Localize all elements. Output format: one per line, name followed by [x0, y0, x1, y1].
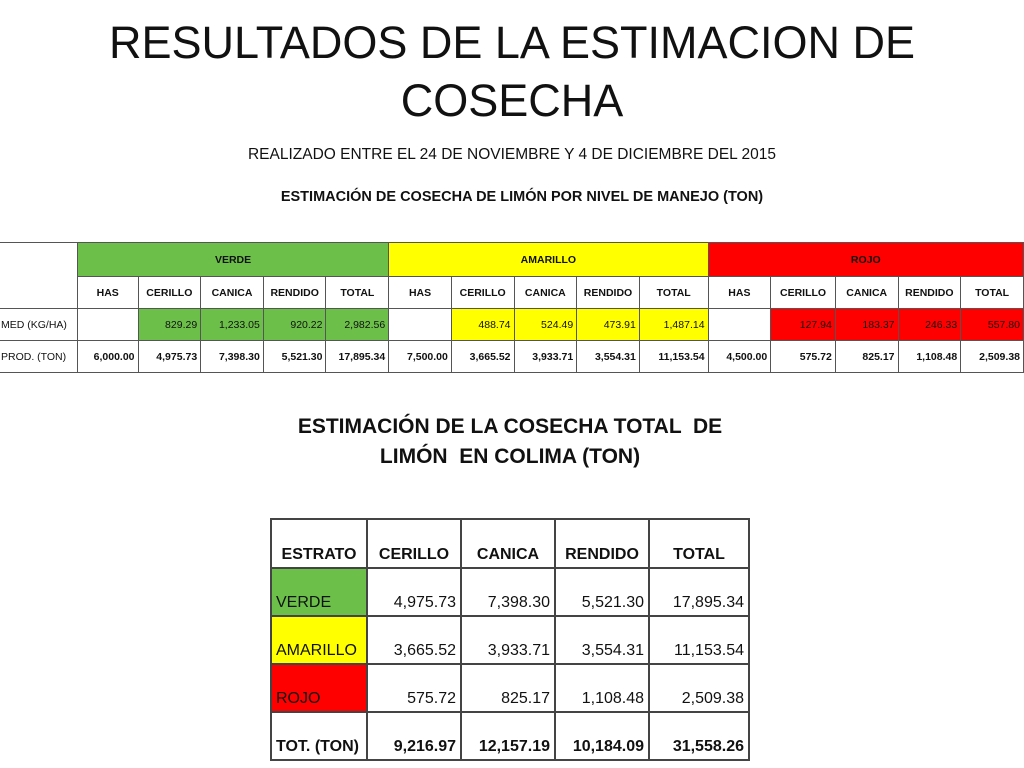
- subheader-cell: CANICA: [513, 276, 578, 309]
- table-cell: 3,665.52: [450, 340, 515, 373]
- table-cell: 7,398.30: [200, 340, 264, 373]
- subheader-cell: RENDIDO: [897, 276, 962, 309]
- table-cell: 183.37: [834, 308, 899, 341]
- table-cell: 488.74: [450, 308, 515, 341]
- table-cell: 473.91: [576, 308, 640, 341]
- subheader-cell: CERILLO: [137, 276, 202, 309]
- stratum-label: VERDE: [270, 567, 368, 617]
- table-cell: 4,975.73: [366, 567, 462, 617]
- table-cell: 5,521.30: [262, 340, 327, 373]
- table-row-amarillo: AMARILLO 3,665.52 3,933.71 3,554.31 11,1…: [270, 615, 750, 665]
- subheader-cell: TOTAL: [960, 276, 1024, 309]
- row-label: PROD. (TON): [0, 340, 78, 373]
- subheader-cell: HAS: [388, 276, 452, 309]
- table-cell: 829.29: [137, 308, 202, 341]
- group-amarillo: AMARILLO: [388, 242, 709, 277]
- column-header: ESTRATO: [270, 518, 368, 569]
- table-cell: 1,108.48: [554, 663, 650, 713]
- table1-caption: ESTIMACIÓN DE COSECHA DE LIMÓN POR NIVEL…: [280, 189, 764, 205]
- table-cell: 2,509.38: [648, 663, 750, 713]
- table-cell: 3,933.71: [460, 615, 556, 665]
- table-cell: 5,521.30: [554, 567, 650, 617]
- page-title: RESULTADOS DE LA ESTIMACION DE COSECHA: [108, 17, 915, 126]
- table-row-total: TOT. (TON) 9,216.97 12,157.19 10,184.09 …: [270, 711, 750, 761]
- group-header-row: VERDE AMARILLO ROJO: [0, 242, 1024, 309]
- table-cell: 557.80: [960, 308, 1024, 341]
- table-cell: [76, 308, 139, 341]
- subheader-cell: TOTAL: [638, 276, 709, 309]
- table-cell: 6,000.00: [76, 340, 139, 373]
- subheader-cell: CERILLO: [770, 276, 836, 309]
- column-header: TOTAL: [648, 518, 750, 569]
- table-row-verde: VERDE 4,975.73 7,398.30 5,521.30 17,895.…: [270, 567, 750, 617]
- subheader-cell: HAS: [707, 276, 772, 309]
- table-cell: 825.17: [834, 340, 899, 373]
- group-rojo: ROJO: [707, 242, 1024, 277]
- table-cell: 4,500.00: [707, 340, 772, 373]
- subheader-cell: TOTAL: [325, 276, 390, 309]
- table-cell: 31,558.26: [648, 711, 750, 761]
- subheader-row: HAS CERILLO CANICA RENDIDO TOTAL HAS CER…: [0, 276, 1024, 309]
- subheader-cell: RENDIDO: [576, 276, 640, 309]
- group-verde: VERDE: [76, 242, 390, 277]
- subheader-cell: CANICA: [200, 276, 264, 309]
- table-cell: 3,933.71: [513, 340, 578, 373]
- table-cell: 575.72: [366, 663, 462, 713]
- column-header: RENDIDO: [554, 518, 650, 569]
- table-cell: 127.94: [770, 308, 836, 341]
- table2-caption-line2: LIMÓN EN COLIMA (TON): [379, 445, 641, 468]
- table-cell: 825.17: [460, 663, 556, 713]
- column-header: CANICA: [460, 518, 556, 569]
- table-cell: 2,982.56: [325, 308, 390, 341]
- row-label: MED (KG/HA): [0, 308, 78, 341]
- stratum-label: ROJO: [270, 663, 368, 713]
- subheader-cell: CANICA: [834, 276, 899, 309]
- corner-cell: [0, 242, 78, 309]
- subheader-cell: RENDIDO: [262, 276, 327, 309]
- table-cell: 11,153.54: [648, 615, 750, 665]
- table-cell: 7,398.30: [460, 567, 556, 617]
- table-cell: 1,108.48: [897, 340, 962, 373]
- table-row-prod: PROD. (TON) 6,000.00 4,975.73 7,398.30 5…: [0, 340, 1024, 373]
- table-cell: 3,554.31: [576, 340, 640, 373]
- table-cell: 524.49: [513, 308, 578, 341]
- table-cell: 17,895.34: [325, 340, 390, 373]
- table-cell: 920.22: [262, 308, 327, 341]
- subheader-cell: HAS: [76, 276, 139, 309]
- table-cell: [707, 308, 772, 341]
- table2-caption-line1: ESTIMACIÓN DE LA COSECHA TOTAL DE: [297, 415, 723, 438]
- table-cell: 10,184.09: [554, 711, 650, 761]
- header-row: ESTRATO CERILLO CANICA RENDIDO TOTAL: [270, 518, 750, 569]
- harvest-by-management-table: VERDE AMARILLO ROJO HAS CERILLO CANICA R…: [0, 242, 1024, 373]
- column-header: CERILLO: [366, 518, 462, 569]
- table-row-med: MED (KG/HA) 829.29 1,233.05 920.22 2,982…: [0, 308, 1024, 341]
- table-cell: 246.33: [897, 308, 962, 341]
- table-cell: 2,509.38: [960, 340, 1024, 373]
- table-cell: 1,487.14: [638, 308, 709, 341]
- table-cell: 7,500.00: [388, 340, 452, 373]
- table-cell: 17,895.34: [648, 567, 750, 617]
- table-cell: 4,975.73: [137, 340, 202, 373]
- table-cell: 11,153.54: [638, 340, 709, 373]
- table-row-rojo: ROJO 575.72 825.17 1,108.48 2,509.38: [270, 663, 750, 713]
- table-cell: 3,554.31: [554, 615, 650, 665]
- subheader-cell: CERILLO: [450, 276, 515, 309]
- table-cell: 1,233.05: [200, 308, 264, 341]
- stratum-label: AMARILLO: [270, 615, 368, 665]
- table-cell: [388, 308, 452, 341]
- page-subtitle: REALIZADO ENTRE EL 24 DE NOVIEMBRE Y 4 D…: [247, 146, 777, 163]
- stratum-label: TOT. (TON): [270, 711, 368, 761]
- table-cell: 575.72: [770, 340, 836, 373]
- total-harvest-table: ESTRATO CERILLO CANICA RENDIDO TOTAL VER…: [270, 518, 750, 761]
- table-cell: 3,665.52: [366, 615, 462, 665]
- table-cell: 9,216.97: [366, 711, 462, 761]
- table2-caption: ESTIMACIÓN DE LA COSECHA TOTAL DE LIMÓN …: [240, 412, 780, 472]
- table-cell: 12,157.19: [460, 711, 556, 761]
